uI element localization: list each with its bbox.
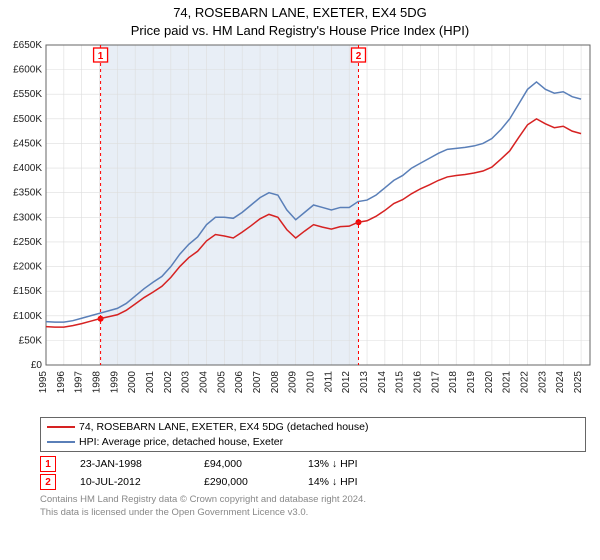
svg-text:2007: 2007 xyxy=(252,371,263,394)
sale-price: £290,000 xyxy=(204,476,284,488)
svg-text:2021: 2021 xyxy=(502,371,513,394)
svg-text:2024: 2024 xyxy=(555,371,566,394)
svg-text:2006: 2006 xyxy=(234,371,245,394)
svg-text:1996: 1996 xyxy=(56,371,67,394)
marker-box-icon: 1 xyxy=(40,456,56,472)
chart: £0 £50K £100K £150K £200K £250K £300K £350K £400… xyxy=(6,41,594,411)
svg-text:2010: 2010 xyxy=(306,371,317,394)
svg-text:1997: 1997 xyxy=(74,371,85,394)
sale-date: 23-JAN-1998 xyxy=(80,458,180,470)
svg-text:£200K: £200K xyxy=(13,262,42,273)
svg-text:£50K: £50K xyxy=(19,335,43,346)
chart-title: 74, ROSEBARN LANE, EXETER, EX4 5DG Price… xyxy=(6,4,594,39)
svg-text:£0: £0 xyxy=(31,360,43,371)
svg-text:£400K: £400K xyxy=(13,163,42,174)
svg-text:£350K: £350K xyxy=(13,188,42,199)
sale-markers: 1 23-JAN-1998 £94,000 13% ↓ HPI 2 10-JUL… xyxy=(40,456,586,490)
svg-text:2013: 2013 xyxy=(359,371,370,394)
svg-text:1998: 1998 xyxy=(92,371,103,394)
sale-delta: 13% ↓ HPI xyxy=(308,458,358,470)
legend: 74, ROSEBARN LANE, EXETER, EX4 5DG (deta… xyxy=(40,417,586,452)
svg-text:£500K: £500K xyxy=(13,114,42,125)
svg-text:2016: 2016 xyxy=(413,371,424,394)
svg-text:2023: 2023 xyxy=(537,371,548,394)
svg-text:£600K: £600K xyxy=(13,65,42,76)
svg-text:2009: 2009 xyxy=(288,371,299,394)
svg-text:2: 2 xyxy=(356,51,362,62)
svg-text:1995: 1995 xyxy=(38,371,49,394)
footer-line1: Contains HM Land Registry data © Crown c… xyxy=(40,494,586,506)
svg-text:2008: 2008 xyxy=(270,371,281,394)
svg-text:2003: 2003 xyxy=(181,371,192,394)
svg-text:2020: 2020 xyxy=(484,371,495,394)
svg-text:2005: 2005 xyxy=(216,371,227,394)
legend-label: HPI: Average price, detached house, Exet… xyxy=(79,435,283,450)
legend-swatch xyxy=(47,426,75,428)
sale-date: 10-JUL-2012 xyxy=(80,476,180,488)
svg-text:2000: 2000 xyxy=(127,371,138,394)
sale-price: £94,000 xyxy=(204,458,284,470)
legend-swatch xyxy=(47,441,75,443)
svg-text:1: 1 xyxy=(98,51,104,62)
marker-box-icon: 2 xyxy=(40,474,56,490)
footer-line2: This data is licensed under the Open Gov… xyxy=(40,507,586,519)
legend-row: HPI: Average price, detached house, Exet… xyxy=(47,435,579,450)
title-line2: Price paid vs. HM Land Registry's House … xyxy=(6,22,594,40)
legend-label: 74, ROSEBARN LANE, EXETER, EX4 5DG (deta… xyxy=(79,420,368,435)
sale-row: 1 23-JAN-1998 £94,000 13% ↓ HPI xyxy=(40,456,586,472)
svg-text:2014: 2014 xyxy=(377,371,388,394)
svg-text:2015: 2015 xyxy=(395,371,406,394)
svg-text:£250K: £250K xyxy=(13,237,42,248)
svg-text:1999: 1999 xyxy=(109,371,120,394)
svg-text:£550K: £550K xyxy=(13,89,42,100)
sale-row: 2 10-JUL-2012 £290,000 14% ↓ HPI xyxy=(40,474,586,490)
svg-text:£650K: £650K xyxy=(13,41,42,51)
svg-text:2022: 2022 xyxy=(520,371,531,394)
svg-text:2001: 2001 xyxy=(145,371,156,394)
svg-text:2012: 2012 xyxy=(341,371,352,394)
svg-text:2002: 2002 xyxy=(163,371,174,394)
svg-text:2011: 2011 xyxy=(323,371,334,393)
attribution: Contains HM Land Registry data © Crown c… xyxy=(40,494,586,519)
svg-text:£300K: £300K xyxy=(13,212,42,223)
svg-text:2004: 2004 xyxy=(199,371,210,394)
title-line1: 74, ROSEBARN LANE, EXETER, EX4 5DG xyxy=(6,4,594,22)
legend-row: 74, ROSEBARN LANE, EXETER, EX4 5DG (deta… xyxy=(47,420,579,435)
svg-text:2018: 2018 xyxy=(448,371,459,394)
svg-text:£450K: £450K xyxy=(13,139,42,150)
sale-delta: 14% ↓ HPI xyxy=(308,476,358,488)
svg-text:2017: 2017 xyxy=(430,371,441,394)
chart-svg: £0 £50K £100K £150K £200K £250K £300K £350K £400… xyxy=(6,41,594,411)
svg-text:2019: 2019 xyxy=(466,371,477,394)
svg-text:£100K: £100K xyxy=(13,311,42,322)
svg-text:2025: 2025 xyxy=(573,371,584,394)
svg-text:£150K: £150K xyxy=(13,286,42,297)
